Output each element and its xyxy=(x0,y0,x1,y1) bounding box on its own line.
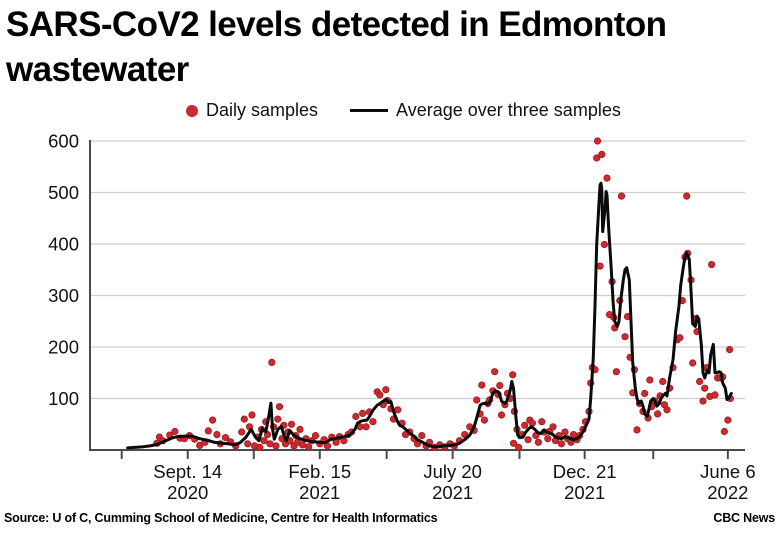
daily-sample-dot xyxy=(352,412,360,421)
daily-sample-dot xyxy=(496,381,504,390)
average-line xyxy=(126,181,733,450)
daily-sample-dot xyxy=(362,423,370,431)
daily-sample-dot xyxy=(418,431,426,440)
cbc-news-attribution: CBC News xyxy=(713,511,775,525)
daily-sample-dot xyxy=(528,419,537,427)
y-axis-tick-label: 100 xyxy=(48,388,79,409)
daily-sample-dot xyxy=(720,427,729,436)
daily-sample-dot xyxy=(240,415,248,423)
y-axis-tick-label: 200 xyxy=(48,337,79,358)
daily-sample-dot xyxy=(603,174,611,182)
daily-sample-dot xyxy=(659,377,667,386)
daily-sample-dot xyxy=(209,416,217,424)
y-axis-tick-label: 400 xyxy=(48,234,79,255)
daily-sample-dot xyxy=(538,418,546,426)
legend: Daily samples Average over three samples xyxy=(186,100,621,121)
daily-sample-dot xyxy=(598,150,606,158)
daily-sample-dot xyxy=(358,409,367,417)
daily-sample-dot xyxy=(304,443,313,451)
daily-sample-dot xyxy=(593,137,602,145)
daily-sample-dot xyxy=(707,260,716,269)
daily-sample-dot xyxy=(524,436,532,444)
daily-sample-dot xyxy=(646,376,654,384)
legend-average-label: Average over three samples xyxy=(396,100,621,120)
x-axis-tick-label: Dec. 21 2021 xyxy=(553,461,617,503)
daily-sample-dot xyxy=(244,440,252,448)
daily-sample-dot xyxy=(213,430,221,439)
daily-sample-dot xyxy=(561,428,569,436)
daily-sample-dot xyxy=(699,397,707,405)
x-axis-tick-label: Feb. 15 2021 xyxy=(288,461,351,503)
daily-sample-dot xyxy=(676,334,684,342)
daily-sample-dot xyxy=(596,262,604,270)
daily-sample-dot xyxy=(695,377,704,386)
daily-sample-dot xyxy=(725,345,734,354)
daily-sample-dot xyxy=(238,428,246,436)
legend-daily-label: Daily samples xyxy=(206,100,319,120)
daily-sample-dot xyxy=(497,411,506,419)
daily-sample-dot xyxy=(296,425,304,433)
footer: Source: U of C, Cumming School of Medici… xyxy=(4,511,775,525)
daily-sample-dot xyxy=(621,333,629,341)
daily-sample-dot xyxy=(311,431,320,440)
chart-title: SARS-CoV2 levels detected in Edmonton wa… xyxy=(6,5,667,89)
daily-sample-dot xyxy=(509,439,518,447)
daily-sample-dot xyxy=(612,368,621,376)
daily-sample-dot xyxy=(593,154,601,162)
daily-sample-dot xyxy=(557,440,566,448)
daily-sample-dot xyxy=(711,391,719,399)
daily-sample-dot xyxy=(204,427,212,435)
daily-sample-dot xyxy=(521,421,529,429)
daily-sample-dot xyxy=(298,441,307,449)
y-axis-tick-label: 500 xyxy=(48,182,79,203)
daily-sample-dot xyxy=(268,358,276,366)
daily-sample-dot xyxy=(248,411,256,419)
y-axis-tick-label: 600 xyxy=(48,131,79,152)
daily-samples-marker-icon xyxy=(186,104,198,117)
daily-sample-dot xyxy=(641,389,649,397)
daily-sample-dot xyxy=(382,386,390,394)
daily-sample-dot xyxy=(287,420,296,428)
daily-sample-dot xyxy=(171,427,179,436)
daily-sample-dot xyxy=(274,415,282,423)
legend-item-average: Average over three samples xyxy=(350,100,621,121)
daily-sample-dot xyxy=(534,438,543,446)
average-line-marker-icon xyxy=(350,109,389,112)
daily-sample-dot xyxy=(683,192,691,200)
daily-sample-dot xyxy=(544,435,552,443)
daily-sample-dot xyxy=(509,371,517,379)
daily-sample-dot xyxy=(600,240,609,249)
legend-item-daily-samples: Daily samples xyxy=(186,100,318,121)
daily-sample-dot xyxy=(515,443,523,451)
daily-sample-dot xyxy=(653,410,662,418)
daily-sample-dot xyxy=(549,423,557,431)
daily-sample-dot xyxy=(272,442,280,450)
daily-sample-dot xyxy=(256,443,264,451)
daily-sample-dot xyxy=(689,359,697,367)
daily-sample-dot xyxy=(478,381,486,389)
daily-sample-dot xyxy=(221,433,230,442)
x-axis-tick-label: July 20 2021 xyxy=(423,461,482,503)
x-axis-tick-label: June 6 2022 xyxy=(700,461,756,503)
daily-sample-dot xyxy=(275,403,284,411)
daily-sample-dot xyxy=(663,406,671,414)
daily-sample-dot xyxy=(196,441,204,449)
daily-sample-dot xyxy=(260,437,268,445)
y-axis-tick-label: 300 xyxy=(48,285,79,306)
daily-sample-dot xyxy=(480,416,488,424)
daily-sample-dot xyxy=(376,391,384,399)
daily-sample-dot xyxy=(473,396,481,404)
daily-sample-dot xyxy=(266,440,274,448)
x-axis-tick-label: Sept. 14 2020 xyxy=(153,461,222,503)
daily-sample-dot xyxy=(617,192,626,200)
daily-sample-dot xyxy=(633,426,641,434)
daily-sample-dot xyxy=(394,406,402,414)
source-credit: Source: U of C, Cumming School of Medici… xyxy=(4,511,438,525)
daily-sample-dot xyxy=(724,416,732,424)
daily-sample-dot xyxy=(369,418,377,426)
daily-sample-dot xyxy=(491,368,499,376)
daily-sample-dot xyxy=(701,384,709,392)
